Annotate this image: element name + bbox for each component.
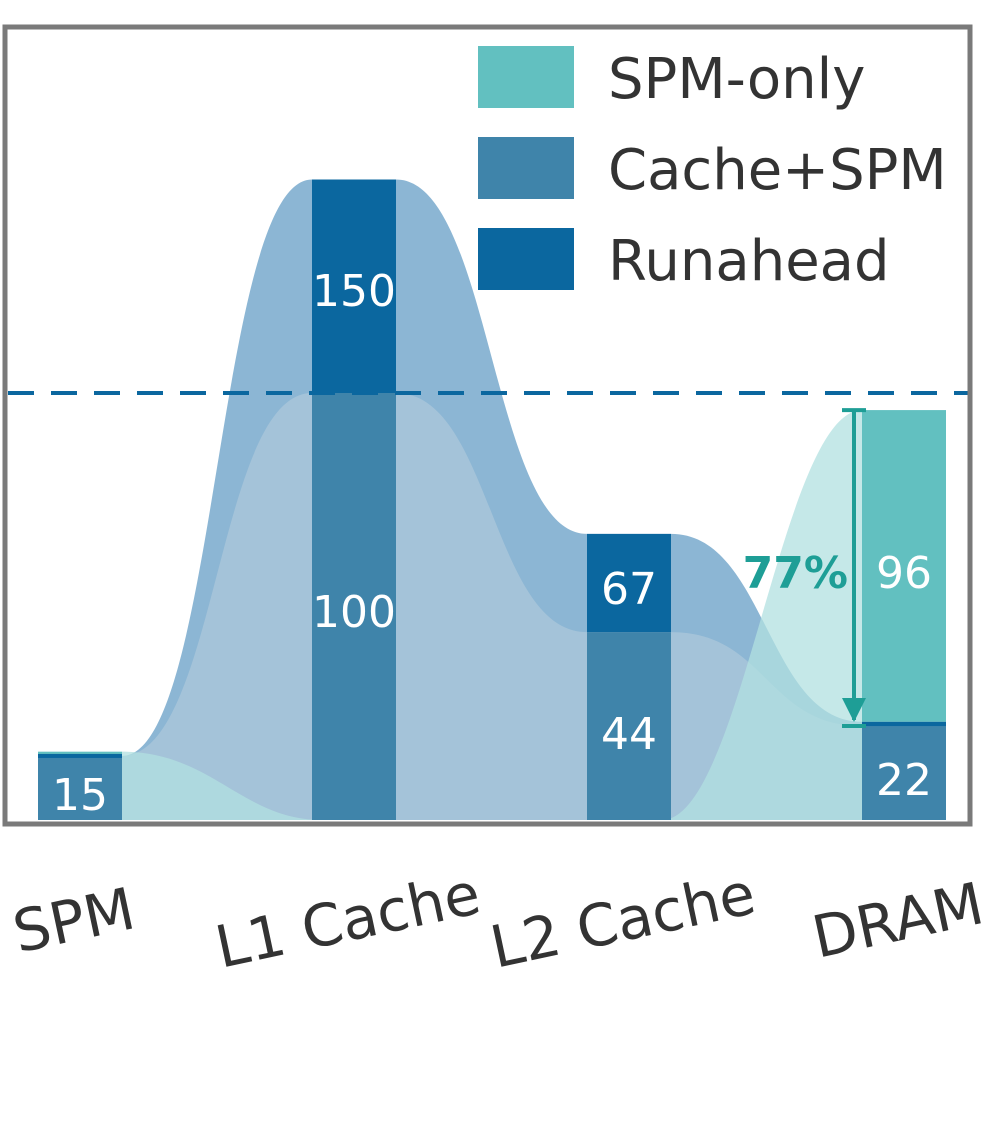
bar-l1-cache-spm <box>312 393 396 820</box>
bar-dram-spm-only <box>862 410 946 722</box>
annotation-arrow-head <box>842 698 866 723</box>
flow-ribbons <box>122 179 862 820</box>
flow-spm-only <box>122 410 862 820</box>
flow-cache-spm <box>122 393 862 820</box>
legend-label: SPM-only <box>608 47 865 112</box>
bar-spm-cache-spm <box>38 755 122 820</box>
legend-label: Runahead <box>608 229 890 294</box>
bar-value-label: 67 <box>601 564 657 615</box>
bar-value-label: 22 <box>876 755 932 806</box>
plot-frame <box>2 24 973 827</box>
bar-dram-cache-spm <box>862 726 946 820</box>
legend-swatch <box>478 228 574 290</box>
bar-l1-runahead <box>312 179 396 393</box>
bar-labels: 15 150 100 67 44 96 22 <box>52 266 932 821</box>
x-tick-label: L1 Cache <box>210 859 486 981</box>
legend-swatch <box>478 46 574 108</box>
x-tick-label: L2 Cache <box>485 859 761 981</box>
bar-l2-cache-spm <box>587 632 671 820</box>
bar-value-label: 15 <box>52 770 108 821</box>
bar-l2-runahead <box>587 533 671 633</box>
bar-value-label: 100 <box>312 587 396 638</box>
annotation-group: 77% <box>743 408 866 729</box>
bar-value-label: 150 <box>312 266 396 317</box>
legend-swatch <box>478 137 574 199</box>
annotation-label: 77% <box>743 548 848 599</box>
bar-spm-divider <box>38 753 122 758</box>
bar-value-label: 96 <box>876 548 932 599</box>
legend: SPM-only Cache+SPM Runahead <box>478 46 947 294</box>
x-tick-label: SPM <box>7 875 140 967</box>
bar-value-label: 44 <box>601 709 657 760</box>
x-tick-label: DRAM <box>806 869 989 971</box>
bar-spm-spm-only <box>38 751 122 756</box>
bar-dram-runahead <box>862 721 946 728</box>
bars <box>38 179 946 820</box>
legend-label: Cache+SPM <box>608 138 947 203</box>
